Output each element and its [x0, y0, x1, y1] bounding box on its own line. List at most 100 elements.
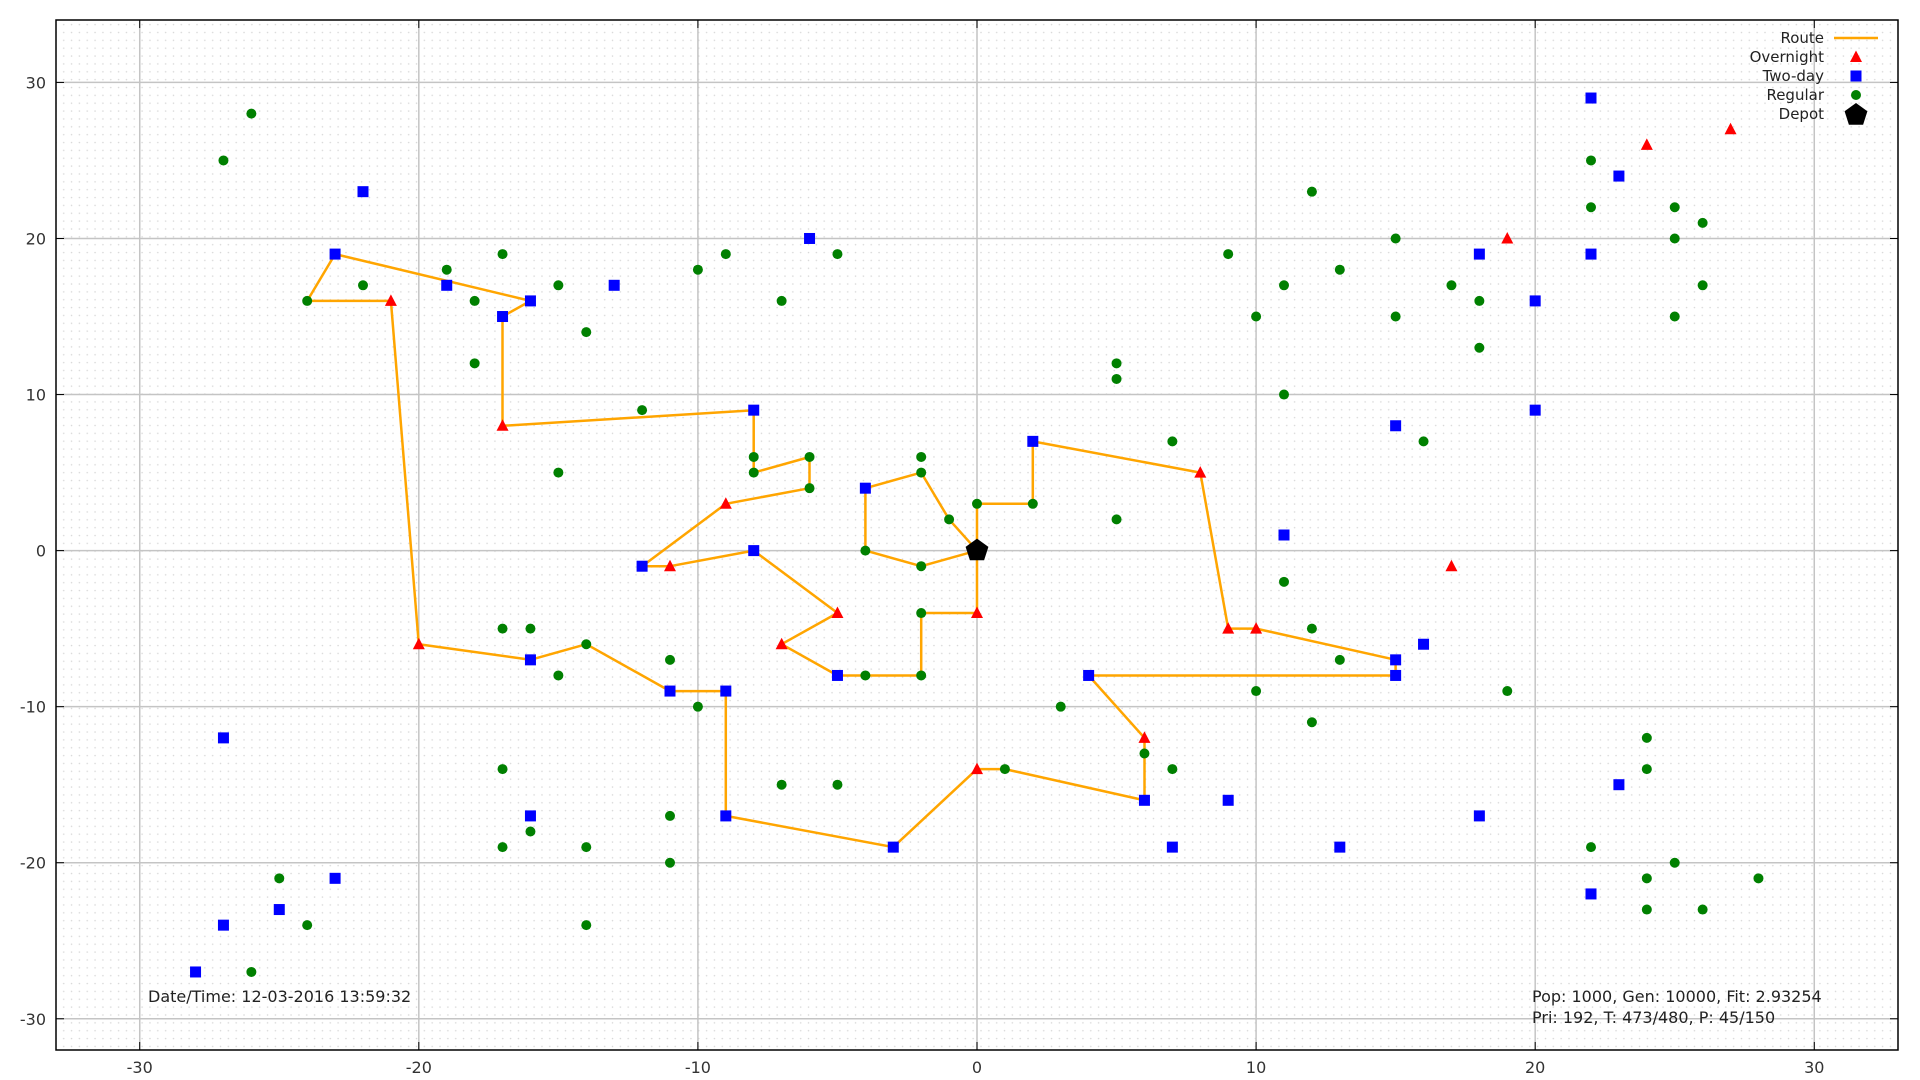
overnight-point [1250, 622, 1263, 634]
regular-point [776, 295, 787, 306]
tick-label-y: -30 [20, 1010, 46, 1029]
two-day-point [1166, 841, 1178, 853]
overnight-point [971, 606, 983, 619]
overnight-point [664, 559, 676, 572]
tick-label-y: 20 [26, 229, 46, 248]
tick-label-y: 10 [26, 386, 46, 405]
tick-label-y: 0 [36, 542, 46, 561]
regular-point [1474, 342, 1485, 353]
tick-label-x: -30 [127, 1058, 153, 1077]
overnight-point [831, 606, 844, 619]
regular-point [302, 920, 313, 931]
regular-point [1279, 576, 1289, 587]
two-day-point [804, 232, 816, 244]
two-day-point [1585, 888, 1597, 900]
two-day-point [664, 685, 676, 697]
regular-point [1446, 280, 1457, 291]
two-day-point [190, 966, 202, 978]
regular-point [1641, 732, 1652, 743]
depot-marker [965, 538, 989, 561]
two-day-point [636, 560, 648, 572]
regular-point [1279, 280, 1289, 291]
axis-ticks: -30 -20 -10 0 10 20 30 -30 -20 -10 0 10 20 30 [20, 20, 1898, 1077]
overnight-point [1501, 231, 1514, 244]
regular-point [1697, 217, 1708, 228]
legend-swatch-two-day [1850, 70, 1862, 82]
overnight-point [412, 637, 425, 650]
two-day-point [1390, 669, 1402, 681]
two-day-point [1613, 170, 1625, 182]
legend-swatch-depot [1844, 103, 1868, 125]
regular-point [497, 623, 508, 634]
regular-point [553, 280, 564, 291]
regular-point [525, 826, 536, 837]
tick-label-x: -10 [685, 1058, 711, 1077]
regular-point [860, 670, 871, 681]
two-day-point [217, 732, 229, 744]
regular-point [581, 842, 592, 853]
two-day-point [217, 919, 229, 931]
regular-point [525, 623, 536, 634]
regular-point [944, 514, 955, 525]
two-day-point [524, 295, 536, 307]
two-day-point [1529, 404, 1541, 416]
two-day-point [1418, 638, 1430, 650]
two-day-point [1529, 295, 1541, 307]
two-day-point [524, 810, 536, 822]
regular-point [1279, 389, 1289, 400]
two-day-point [273, 904, 285, 916]
tick-label-x: -20 [406, 1058, 432, 1077]
regular-point [469, 295, 480, 306]
two-day-point [859, 482, 871, 494]
regular-point [972, 498, 982, 509]
overnight-point [971, 762, 983, 775]
regular-point [302, 295, 313, 306]
two-day-point [1473, 810, 1485, 822]
regular-point [1502, 686, 1513, 697]
tick-label-y: 30 [26, 73, 46, 92]
stats-annotation-line2: Pri: 192, T: 473/480, P: 45/150 [1532, 1008, 1775, 1027]
regular-point [1167, 436, 1178, 447]
regular-point [1474, 295, 1485, 306]
regular-point [1306, 623, 1317, 634]
regular-point [665, 810, 675, 821]
two-day-point [1027, 435, 1039, 447]
regular-point [916, 561, 927, 572]
regular-point [804, 451, 815, 462]
overnight-point [1445, 559, 1458, 572]
regular-point [1669, 233, 1680, 244]
overnight-point [384, 294, 397, 306]
regular-point [1251, 311, 1262, 322]
regular-point [1418, 436, 1429, 447]
legend-label-depot: Depot [1779, 105, 1824, 123]
regular-point [1669, 311, 1680, 322]
two-day-point [1585, 248, 1597, 260]
regular-point [246, 108, 257, 119]
two-day-point [720, 810, 732, 822]
regular-point [1111, 373, 1122, 384]
regular-point [748, 467, 759, 478]
regular-point [441, 264, 452, 275]
two-day-point [720, 685, 732, 697]
two-day-point [608, 279, 620, 291]
two-day-point [748, 545, 760, 557]
regular-point [776, 779, 787, 790]
legend-label-regular: Regular [1766, 86, 1824, 104]
overnight-point [1724, 122, 1737, 135]
regular-point [665, 857, 675, 868]
regular-point [748, 451, 759, 462]
two-day-point [1222, 794, 1234, 806]
regular-point [553, 467, 564, 478]
overnight-point [775, 637, 788, 650]
regular-point [916, 670, 927, 681]
two-day-point [887, 841, 899, 853]
stats-annotation-line1: Pop: 1000, Gen: 10000, Fit: 2.93254 [1532, 987, 1822, 1006]
regular-point [246, 966, 257, 977]
regular-point [1753, 873, 1764, 884]
overnight-point [496, 419, 509, 431]
regular-point [1586, 842, 1596, 853]
regular-point [1027, 498, 1038, 509]
two-day-point [329, 872, 341, 884]
